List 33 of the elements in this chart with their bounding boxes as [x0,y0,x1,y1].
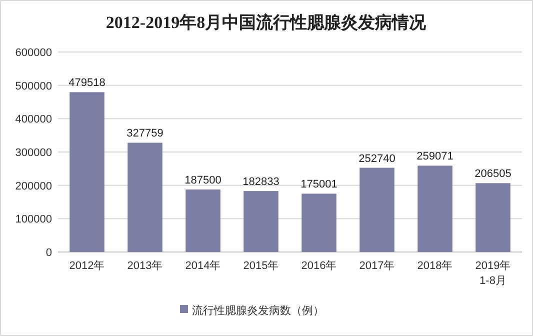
x-tick-label: 2013年 [127,260,163,272]
bar [302,194,336,252]
chart-title: 2012-2019年8月中国流行性腮腺炎发病情况 [106,13,428,32]
data-label: 327759 [126,128,164,140]
x-tick-label: 2017年 [359,260,395,272]
data-label: 175001 [300,178,338,191]
bar [128,142,162,252]
data-label: 259071 [416,150,454,163]
x-tick-label: 2015年 [243,260,279,272]
y-tick-label: 300000 [15,147,52,159]
x-tick-label: 2019年 1-8月 [475,260,511,287]
x-tick-label: 2012年 [69,260,105,272]
x-tick-label: 2014年 [185,260,221,272]
bar [476,183,510,252]
y-tick-label: 100000 [15,214,52,226]
y-tick-label: 0 [46,247,52,259]
data-label: 252740 [358,152,396,165]
bar [70,92,104,252]
data-label: 182833 [242,176,280,188]
y-tick-label: 400000 [15,114,52,126]
bar [244,191,278,252]
data-label: 187500 [184,174,222,186]
bar [360,168,394,252]
data-label: 479518 [68,77,106,90]
y-tick-label: 500000 [15,80,52,92]
x-tick-label: 2018年 [417,260,453,272]
y-tick-label: 600000 [15,47,52,59]
data-label: 206505 [474,168,512,180]
legend: 流行性腮腺炎发病数（例） [180,305,324,317]
bar [418,166,452,252]
x-tick-label: 2016年 [301,260,337,272]
y-tick-label: 200000 [15,180,52,192]
bar [186,190,220,252]
